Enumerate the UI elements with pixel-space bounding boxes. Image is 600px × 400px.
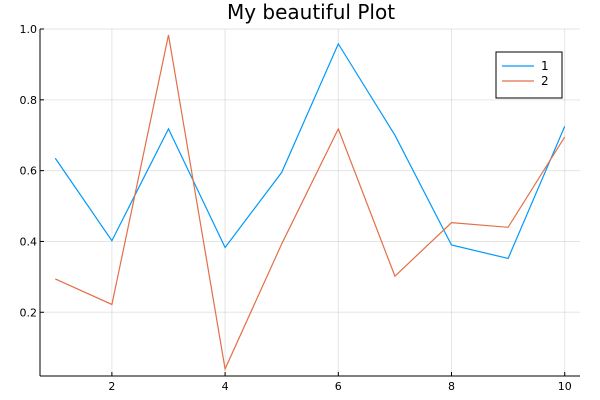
x-tick-label: 6 [335, 380, 342, 393]
y-tick-label: 0.8 [20, 94, 38, 107]
legend-label-2: 2 [541, 74, 549, 88]
series-group [54, 34, 566, 371]
series-line-2 [55, 34, 566, 371]
x-tick-label: 2 [108, 380, 115, 393]
legend-box [495, 51, 563, 99]
y-tick-label: 1.0 [20, 23, 38, 36]
chart-title: My beautiful Plot [227, 0, 395, 24]
series-line-1 [54, 42, 566, 260]
axes [39, 28, 580, 377]
y-tick-label: 0.4 [20, 235, 38, 248]
legend: 12 [495, 51, 563, 99]
tick-labels: 2 4 6 8 10 0.2 0.4 0.6 0.8 1.0 [20, 23, 572, 393]
legend-label-1: 1 [541, 59, 549, 73]
y-tick-label: 0.6 [20, 165, 38, 178]
x-tick-label: 8 [448, 380, 455, 393]
y-tick-label: 0.2 [20, 306, 38, 319]
grid [40, 28, 580, 376]
x-tick-label: 4 [222, 380, 229, 393]
x-tick-label: 10 [558, 380, 572, 393]
